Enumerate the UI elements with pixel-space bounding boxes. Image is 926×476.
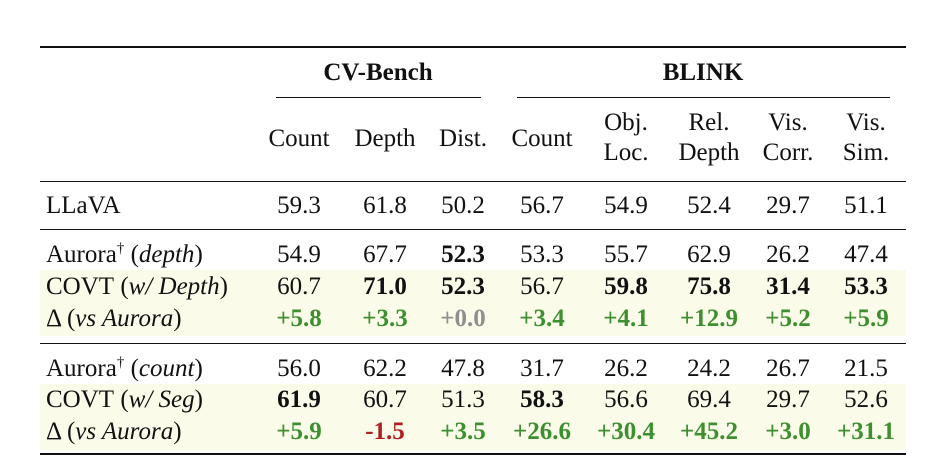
- table-cell: +5.9: [843, 305, 889, 332]
- row-label-covt-seg: COVT (w/ Seg): [46, 386, 203, 413]
- table-cell: +30.4: [597, 418, 655, 445]
- table-cell: 51.3: [441, 386, 485, 413]
- table-cell: +5.9: [276, 418, 322, 445]
- col-header-vis-sim: Vis. Sim.: [842, 109, 890, 166]
- table-cell: 52.6: [844, 386, 888, 413]
- row-label-delta-depth: Δ (vs Aurora): [46, 305, 182, 332]
- highlight-band-seg: [40, 384, 906, 450]
- table-cell: +31.1: [837, 418, 895, 445]
- table-cell: 26.2: [766, 241, 810, 268]
- table-cell: 31.4: [766, 273, 810, 300]
- table-cell: 62.2: [363, 355, 407, 382]
- table-cell: +5.2: [765, 305, 811, 332]
- row-label-delta-seg: Δ (vs Aurora): [46, 418, 182, 445]
- table-cell: 55.7: [604, 241, 648, 268]
- table-cell: 52.3: [441, 241, 485, 268]
- table-cell: -1.5: [365, 418, 405, 445]
- table-cell: 26.7: [766, 355, 810, 382]
- row-label-aurora-count: Aurora† (count): [46, 354, 203, 382]
- col-header-depth: Depth: [354, 125, 416, 152]
- table-cell: 59.3: [277, 192, 321, 219]
- group-header-cvbench: CV-Bench: [323, 59, 433, 86]
- table-cell: 56.6: [604, 386, 648, 413]
- table-cell: 29.7: [766, 386, 810, 413]
- table-cell: 54.9: [277, 241, 321, 268]
- table-cell: +12.9: [680, 305, 738, 332]
- group-header-blink: BLINK: [662, 59, 744, 86]
- col-header-vis-corr: Vis. Corr.: [762, 109, 814, 166]
- table-cell: +0.0: [440, 305, 486, 332]
- table-cell: 54.9: [604, 192, 648, 219]
- table-cell: 50.2: [441, 192, 485, 219]
- table-cell: 75.8: [687, 273, 731, 300]
- table-cell: 60.7: [363, 386, 407, 413]
- table-cell: 71.0: [363, 273, 407, 300]
- table-cell: +26.6: [513, 418, 571, 445]
- row-label-covt-depth: COVT (w/ Depth): [46, 273, 228, 300]
- table-cell: +3.3: [362, 305, 408, 332]
- table-cell: 52.3: [441, 273, 485, 300]
- table-cell: 69.4: [687, 386, 731, 413]
- table-cell: 52.4: [687, 192, 731, 219]
- table-cell: 58.3: [520, 386, 564, 413]
- table-cell: +45.2: [680, 418, 738, 445]
- table-cell: 24.2: [687, 355, 731, 382]
- table-cell: 53.3: [520, 241, 564, 268]
- group-rule: [40, 343, 906, 344]
- col-header-count-cvbench: Count: [268, 125, 330, 152]
- col-header-dist: Dist.: [439, 125, 487, 152]
- bottom-rule: [40, 453, 906, 455]
- table-cell: +3.5: [440, 418, 486, 445]
- table-cell: 51.1: [844, 192, 888, 219]
- highlight-band-depth: [40, 270, 906, 336]
- table-cell: 26.2: [604, 355, 648, 382]
- table-cell: 29.7: [766, 192, 810, 219]
- table-cell: 61.9: [277, 386, 321, 413]
- table-cell: 61.8: [363, 192, 407, 219]
- blink-cmidrule: [517, 97, 890, 98]
- table-cell: 62.9: [687, 241, 731, 268]
- header-rule: [40, 181, 906, 182]
- table-cell: 21.5: [844, 355, 888, 382]
- table-cell: 59.8: [604, 273, 648, 300]
- table-cell: 47.8: [441, 355, 485, 382]
- table-cell: 53.3: [844, 273, 888, 300]
- table-cell: +3.4: [519, 305, 565, 332]
- table-cell: 31.7: [520, 355, 564, 382]
- col-header-obj-loc: Obj. Loc.: [603, 109, 649, 166]
- table-cell: 56.7: [520, 192, 564, 219]
- row-label-llava: LLaVA: [46, 192, 121, 219]
- table-cell: 56.7: [520, 273, 564, 300]
- col-header-count-blink: Count: [511, 125, 573, 152]
- table-cell: 47.4: [844, 241, 888, 268]
- top-rule: [40, 46, 906, 48]
- col-header-rel-depth: Rel. Depth: [678, 109, 740, 166]
- cvbench-cmidrule: [276, 97, 481, 98]
- llava-rule: [40, 229, 906, 230]
- table-cell: 67.7: [363, 241, 407, 268]
- table-cell: +4.1: [603, 305, 649, 332]
- row-label-aurora-depth: Aurora† (depth): [46, 240, 203, 268]
- table-cell: +3.0: [765, 418, 811, 445]
- table-cell: +5.8: [276, 305, 322, 332]
- table-cell: 56.0: [277, 355, 321, 382]
- table-cell: 60.7: [277, 273, 321, 300]
